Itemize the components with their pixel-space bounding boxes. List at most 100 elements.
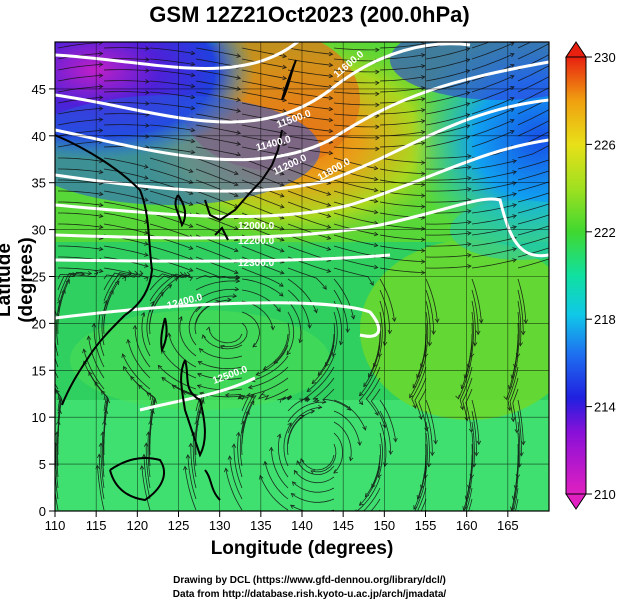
streamline-arrow: [467, 253, 472, 258]
streamline-arrow: [454, 547, 457, 551]
streamline: [147, 432, 151, 478]
streamline: [471, 278, 482, 323]
streamline-arrow: [235, 278, 241, 284]
height-contour: [55, 60, 549, 162]
streamline-arrow: [98, 202, 104, 208]
streamline: [300, 454, 335, 471]
streamline: [161, 349, 197, 379]
streamline: [57, 420, 59, 467]
streamline: [195, 102, 241, 112]
streamline-arrow: [509, 75, 515, 80]
streamline: [103, 245, 149, 256]
streamline: [379, 234, 425, 241]
streamline: [195, 288, 239, 302]
streamline: [333, 410, 361, 446]
streamline: [333, 168, 378, 180]
streamline: [425, 102, 470, 115]
height-contour: [55, 253, 391, 263]
streamline: [459, 366, 473, 410]
streamline-arrow: [434, 318, 440, 324]
streamline-arrow: [98, 117, 104, 122]
streamline: [149, 245, 193, 261]
streamline: [378, 432, 383, 478]
streamline-arrow: [478, 319, 484, 324]
streamline: [333, 278, 355, 319]
streamline: [471, 86, 515, 104]
streamline: [241, 289, 281, 312]
streamline: [287, 300, 302, 343]
streamline-arrow: [41, 347, 45, 351]
streamline-arrow: [236, 86, 242, 91]
streamline: [94, 381, 108, 423]
streamline: [471, 215, 517, 225]
streamline-arrow: [80, 271, 86, 277]
streamline-arrow: [430, 451, 435, 457]
streamline-arrow: [279, 193, 285, 198]
streamline-arrow: [55, 431, 60, 436]
streamline-arrow: [467, 165, 472, 170]
streamline: [517, 65, 549, 82]
streamline-arrow: [293, 469, 299, 475]
streamline-arrow: [326, 191, 332, 196]
streamline: [241, 146, 287, 157]
streamline: [149, 223, 193, 239]
credit-dcl: Drawing by DCL (https://www.gfd-dennou.o…: [173, 575, 446, 586]
streamline-arrow: [467, 154, 472, 159]
streamline: [248, 366, 289, 389]
streamline-arrow: [260, 391, 266, 396]
streamline: [311, 443, 337, 473]
streamline-arrow: [188, 223, 194, 228]
streamline: [134, 325, 151, 368]
streamline-arrow: [509, 97, 515, 102]
streamline-arrow: [420, 53, 426, 58]
streamline: [470, 432, 474, 478]
streamline-arrow: [326, 268, 332, 273]
streamline-arrow: [512, 192, 517, 197]
streamline-arrow: [190, 138, 196, 144]
streamline: [264, 461, 289, 500]
streamline-arrow: [98, 169, 104, 175]
streamline: [149, 80, 195, 87]
streamline: [225, 393, 249, 412]
y-tick-label: 0: [39, 504, 46, 519]
streamline-arrow: [145, 101, 150, 106]
streamline-arrow: [190, 50, 196, 56]
streamline: [149, 58, 195, 65]
streamline-arrow: [109, 289, 114, 295]
streamline-arrow: [328, 128, 334, 134]
streamline-arrow: [188, 442, 193, 448]
streamline-arrow: [98, 246, 104, 252]
streamline: [363, 344, 381, 387]
streamline: [412, 344, 427, 389]
streamline-arrow: [282, 141, 288, 147]
streamline: [356, 476, 381, 511]
streamline-arrow: [145, 134, 150, 139]
streamline: [379, 168, 425, 175]
streamline-arrow: [233, 247, 239, 253]
streamline-arrow: [509, 108, 515, 113]
streamline: [195, 80, 241, 90]
streamline: [55, 388, 60, 401]
streamline-arrow: [514, 428, 520, 434]
streamline-arrow: [98, 213, 104, 219]
streamline-arrow: [200, 399, 205, 404]
streamline: [103, 91, 150, 94]
streamline: [425, 265, 471, 269]
streamline-arrow: [375, 69, 380, 75]
streamline: [513, 487, 519, 511]
streamline: [257, 388, 289, 401]
streamline-arrow: [373, 231, 379, 237]
streamline-arrow: [375, 80, 380, 86]
streamline: [317, 333, 335, 376]
streamline-arrow: [188, 190, 194, 195]
streamline-arrow: [143, 252, 149, 257]
colorbar-tick-label: 226: [594, 137, 616, 152]
streamline-arrow: [362, 425, 367, 431]
streamline: [517, 181, 549, 192]
streamline-arrow: [554, 127, 558, 130]
streamline: [103, 47, 150, 50]
streamline-arrow: [416, 494, 421, 500]
streamline-arrow: [509, 130, 515, 135]
streamline: [239, 394, 255, 423]
streamline: [195, 124, 241, 134]
